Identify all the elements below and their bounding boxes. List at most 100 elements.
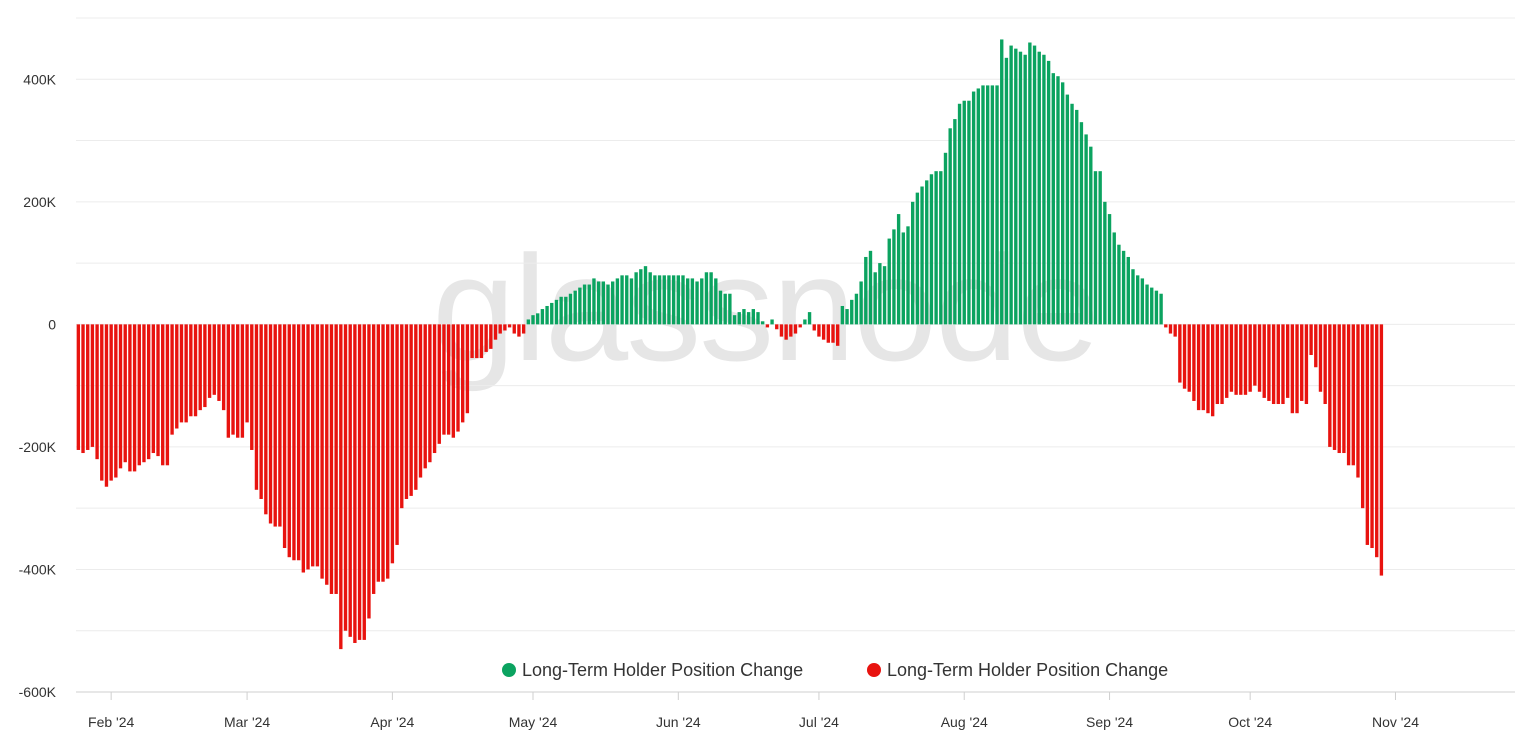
bar-negative[interactable]: [1182, 324, 1187, 389]
bar-negative[interactable]: [1243, 324, 1248, 395]
bar-positive[interactable]: [1103, 201, 1107, 325]
bar-negative[interactable]: [1281, 324, 1285, 405]
bar-negative[interactable]: [273, 324, 277, 527]
bar-positive[interactable]: [901, 232, 905, 325]
bar-positive[interactable]: [554, 299, 559, 325]
bar-negative[interactable]: [1248, 324, 1252, 392]
bar-negative[interactable]: [245, 324, 249, 423]
bar-negative[interactable]: [306, 324, 310, 570]
bar-positive[interactable]: [751, 309, 755, 325]
bar-positive[interactable]: [582, 284, 587, 325]
bar-negative[interactable]: [1201, 324, 1205, 411]
bar-negative[interactable]: [465, 324, 470, 414]
bar-negative[interactable]: [475, 324, 479, 359]
bar-negative[interactable]: [432, 324, 437, 454]
bar-positive[interactable]: [910, 201, 915, 325]
bar-negative[interactable]: [1337, 324, 1341, 454]
bar-positive[interactable]: [990, 85, 995, 325]
bar-positive[interactable]: [1046, 60, 1051, 325]
bar-negative[interactable]: [292, 324, 296, 561]
bar-negative[interactable]: [451, 324, 456, 438]
bar-positive[interactable]: [1098, 171, 1102, 325]
bar-positive[interactable]: [873, 272, 877, 325]
bar-negative[interactable]: [821, 324, 826, 340]
bar-positive[interactable]: [1042, 54, 1046, 325]
bar-positive[interactable]: [1093, 171, 1098, 325]
bar-negative[interactable]: [165, 324, 170, 466]
bar-negative[interactable]: [1304, 324, 1309, 405]
bar-positive[interactable]: [957, 103, 962, 325]
bar-positive[interactable]: [531, 315, 535, 325]
bar-negative[interactable]: [1346, 324, 1351, 466]
bar-positive[interactable]: [1121, 250, 1126, 325]
bar-positive[interactable]: [1154, 290, 1159, 325]
bar-negative[interactable]: [240, 324, 245, 438]
bar-negative[interactable]: [334, 324, 338, 594]
bar-positive[interactable]: [1056, 76, 1060, 325]
bar-negative[interactable]: [1229, 324, 1234, 392]
bar-positive[interactable]: [1150, 287, 1154, 325]
bar-positive[interactable]: [737, 312, 741, 325]
legend-item-negative[interactable]: Long-Term Holder Position Change: [867, 660, 1168, 680]
bar-negative[interactable]: [386, 324, 390, 579]
bar-negative[interactable]: [301, 324, 306, 573]
bar-negative[interactable]: [278, 324, 282, 527]
bar-negative[interactable]: [1314, 324, 1318, 368]
bar-negative[interactable]: [137, 324, 141, 466]
bar-positive[interactable]: [892, 229, 896, 325]
bar-positive[interactable]: [728, 293, 732, 325]
bar-positive[interactable]: [967, 100, 971, 325]
bar-positive[interactable]: [864, 256, 868, 325]
bar-positive[interactable]: [1140, 278, 1145, 325]
bar-negative[interactable]: [381, 324, 385, 582]
bar-positive[interactable]: [925, 180, 929, 325]
bar-positive[interactable]: [620, 275, 624, 325]
bar-negative[interactable]: [470, 324, 474, 359]
bar-negative[interactable]: [1168, 324, 1173, 334]
bar-negative[interactable]: [521, 324, 526, 334]
bar-positive[interactable]: [681, 275, 685, 325]
bar-positive[interactable]: [948, 128, 952, 325]
bar-negative[interactable]: [104, 324, 109, 487]
bar-positive[interactable]: [667, 275, 671, 325]
bar-positive[interactable]: [714, 278, 718, 325]
bar-negative[interactable]: [315, 324, 320, 567]
bar-positive[interactable]: [662, 275, 666, 325]
bar-negative[interactable]: [146, 324, 151, 460]
bar-positive[interactable]: [882, 266, 887, 325]
bar-positive[interactable]: [742, 309, 746, 325]
bar-positive[interactable]: [803, 319, 807, 325]
bar-negative[interactable]: [376, 324, 381, 582]
bar-positive[interactable]: [1060, 82, 1065, 325]
bar-negative[interactable]: [170, 324, 174, 435]
bar-negative[interactable]: [428, 324, 432, 463]
bar-positive[interactable]: [854, 293, 859, 325]
bar-positive[interactable]: [878, 263, 882, 325]
bar-negative[interactable]: [409, 324, 413, 496]
bar-negative[interactable]: [1295, 324, 1299, 414]
bar-positive[interactable]: [601, 281, 605, 325]
bar-negative[interactable]: [1210, 324, 1215, 417]
bar-negative[interactable]: [217, 324, 221, 401]
bar-positive[interactable]: [695, 281, 699, 325]
bar-negative[interactable]: [390, 324, 395, 564]
bar-positive[interactable]: [868, 250, 873, 325]
bar-positive[interactable]: [859, 281, 863, 325]
bar-negative[interactable]: [287, 324, 291, 558]
bar-negative[interactable]: [212, 324, 216, 395]
bar-positive[interactable]: [770, 319, 774, 325]
bar-negative[interactable]: [498, 324, 502, 334]
bar-positive[interactable]: [943, 152, 948, 325]
bar-negative[interactable]: [1215, 324, 1220, 405]
bar-negative[interactable]: [1225, 324, 1229, 398]
bar-negative[interactable]: [404, 324, 409, 499]
bar-positive[interactable]: [1131, 269, 1135, 325]
bar-positive[interactable]: [1079, 122, 1084, 325]
bar-positive[interactable]: [568, 293, 573, 325]
bar-positive[interactable]: [540, 309, 545, 325]
bar-negative[interactable]: [1365, 324, 1370, 545]
bar-negative[interactable]: [1318, 324, 1323, 392]
bar-negative[interactable]: [156, 324, 160, 457]
bar-positive[interactable]: [746, 312, 751, 325]
bar-positive[interactable]: [592, 278, 596, 325]
